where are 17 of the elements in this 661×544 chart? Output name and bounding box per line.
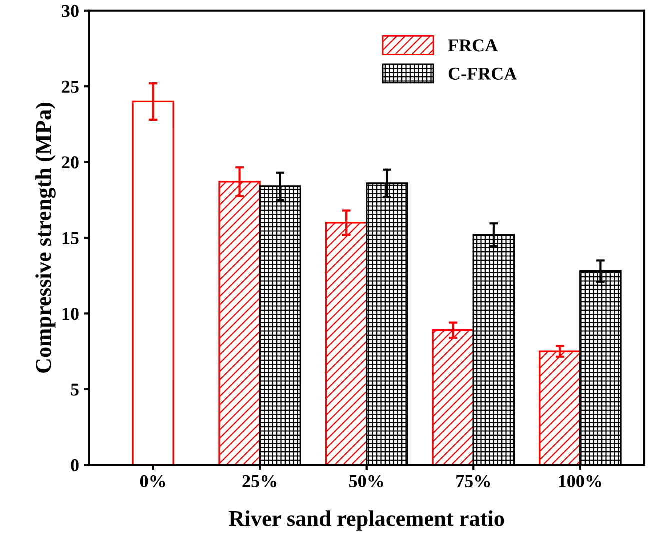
y-tick-label: 20 [62, 156, 79, 169]
legend-label: C-FRCA [448, 68, 518, 80]
legend-label: FRCA [448, 40, 498, 52]
y-tick-label: 0 [71, 459, 79, 472]
x-tick-label: 50% [350, 475, 384, 488]
x-tick-label: 100% [559, 475, 602, 488]
bar [539, 350, 582, 466]
y-tick-label: 30 [62, 5, 79, 18]
y-tick-label: 15 [62, 232, 79, 244]
y-tick-label: 25 [62, 80, 79, 94]
y-tick-label: 5 [71, 384, 79, 396]
x-tick-label: 0% [140, 475, 166, 488]
x-axis-title: River sand replacement ratio [229, 510, 504, 531]
y-tick-label: 10 [62, 308, 79, 320]
y-axis-title: Compressive strength (MPa) [36, 102, 56, 373]
x-tick-label: 75% [456, 475, 490, 488]
x-tick-label: 25% [242, 475, 276, 488]
